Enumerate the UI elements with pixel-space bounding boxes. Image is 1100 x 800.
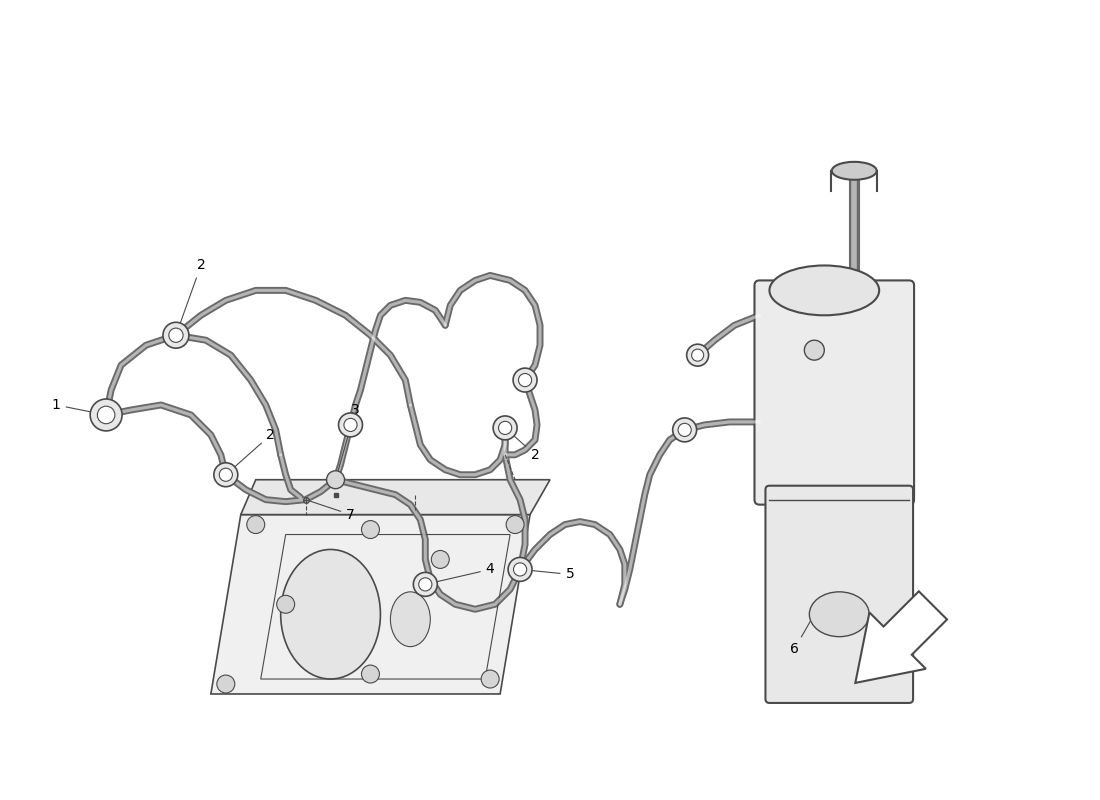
Text: 1: 1 (52, 398, 103, 414)
Circle shape (493, 416, 517, 440)
Circle shape (506, 515, 524, 534)
Circle shape (213, 462, 238, 486)
Polygon shape (241, 480, 550, 514)
Circle shape (277, 595, 295, 614)
Polygon shape (856, 591, 947, 683)
Circle shape (419, 578, 432, 591)
Circle shape (362, 665, 380, 683)
Text: 6: 6 (790, 617, 813, 656)
Circle shape (246, 515, 265, 534)
Text: 3: 3 (337, 403, 360, 477)
Circle shape (804, 340, 824, 360)
Circle shape (514, 563, 527, 576)
Circle shape (163, 322, 189, 348)
Circle shape (508, 558, 532, 582)
Circle shape (431, 550, 449, 569)
Circle shape (678, 423, 691, 437)
Text: 4: 4 (428, 562, 495, 584)
Text: 2: 2 (228, 428, 275, 473)
FancyBboxPatch shape (766, 486, 913, 703)
FancyBboxPatch shape (755, 281, 914, 505)
Circle shape (414, 572, 438, 596)
Circle shape (344, 418, 358, 431)
Circle shape (362, 521, 380, 538)
Ellipse shape (832, 162, 877, 180)
Text: 2: 2 (177, 258, 206, 333)
Circle shape (339, 413, 363, 437)
Circle shape (481, 670, 499, 688)
Circle shape (686, 344, 708, 366)
Polygon shape (211, 514, 530, 694)
Circle shape (168, 328, 183, 342)
Circle shape (327, 470, 344, 489)
Circle shape (90, 399, 122, 431)
Text: 5: 5 (522, 567, 574, 582)
Circle shape (518, 374, 531, 386)
Circle shape (217, 675, 234, 693)
Circle shape (513, 368, 537, 392)
Ellipse shape (769, 266, 879, 315)
Circle shape (219, 468, 232, 482)
Ellipse shape (280, 550, 381, 679)
Circle shape (673, 418, 696, 442)
Ellipse shape (810, 592, 869, 637)
Text: 2: 2 (507, 430, 539, 462)
Text: 7: 7 (308, 501, 355, 522)
Circle shape (97, 406, 114, 424)
Circle shape (498, 422, 512, 434)
Circle shape (692, 349, 704, 361)
Ellipse shape (390, 592, 430, 646)
